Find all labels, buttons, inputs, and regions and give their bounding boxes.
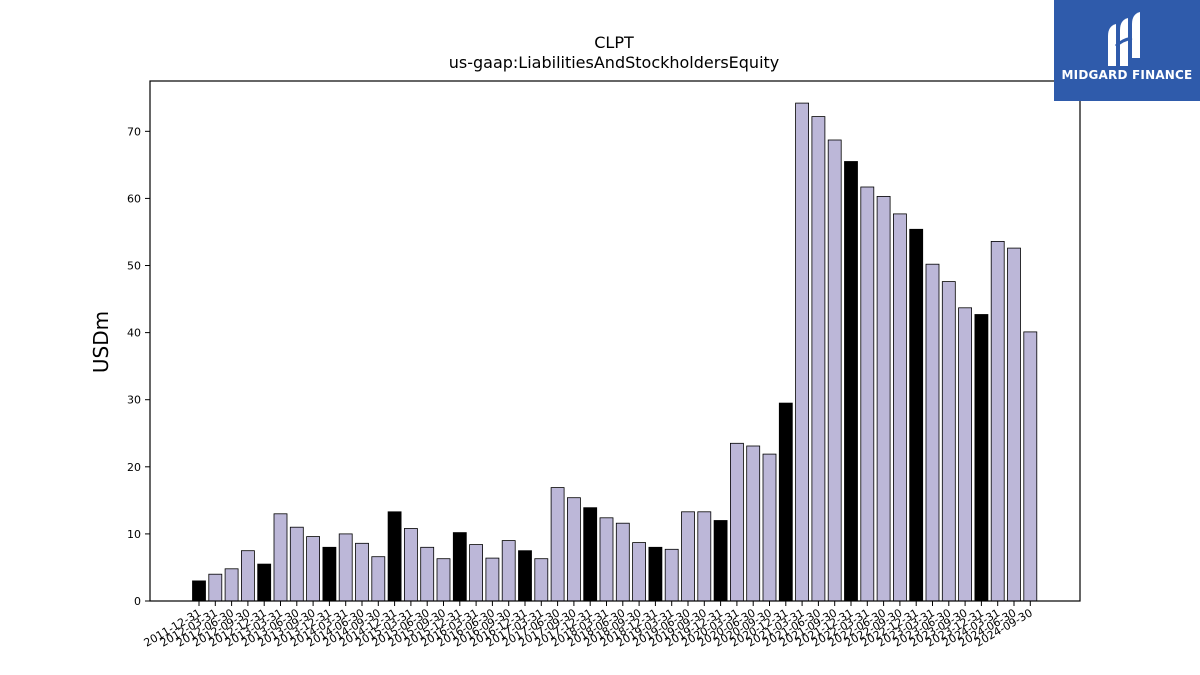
bar-2019-09-30: [697, 511, 712, 602]
bar-2024-06-30: [1007, 247, 1021, 602]
bar-2014-12-31: [387, 511, 402, 602]
bar-2022-06-30: [876, 195, 891, 602]
bar-2024-09-30: [1023, 331, 1038, 602]
bar-2012-09-30: [240, 550, 255, 602]
bar-2023-06-30: [941, 281, 956, 602]
bar-2013-12-31: [322, 546, 337, 602]
bar-2018-03-31: [599, 517, 614, 602]
bar-2020-09-30: [762, 453, 777, 602]
bar-2015-09-30: [436, 558, 451, 602]
bar-2019-12-31: [713, 520, 728, 602]
bar-2012-03-31: [208, 573, 223, 602]
bar-2018-09-30: [632, 542, 646, 602]
y-tick-label: 30: [127, 394, 141, 407]
bar-2022-09-30: [893, 213, 907, 602]
bar-2014-09-30: [371, 556, 386, 602]
bar-2013-03-31: [273, 513, 288, 602]
y-tick-label: 20: [127, 461, 141, 474]
bar-2015-06-30: [420, 546, 435, 602]
bar-2019-03-31: [664, 548, 679, 602]
bar-2016-12-31: [518, 550, 532, 602]
bar-2021-03-31: [795, 102, 809, 602]
bar-2018-06-30: [615, 522, 630, 602]
bar-2017-03-31: [534, 558, 549, 602]
bar-2022-03-31: [860, 186, 875, 602]
y-tick-label: 70: [127, 125, 141, 138]
bar-2012-06-30: [224, 568, 239, 602]
bar-2019-06-30: [681, 511, 695, 602]
bar-2021-12-31: [844, 161, 858, 602]
bar-2023-09-30: [958, 307, 972, 602]
logo-mark-icon: [1108, 12, 1140, 66]
bar-2011-12-31: [192, 580, 206, 602]
bar-2012-12-31: [257, 563, 272, 602]
bars-group: [192, 102, 1038, 602]
bar-2021-06-30: [811, 116, 826, 602]
plot-frame: [149, 80, 1081, 602]
bar-2021-09-30: [827, 139, 842, 602]
bar-2013-09-30: [306, 536, 321, 602]
bar-2017-12-31: [583, 507, 598, 602]
brand-logo: MIDGARD FINANCE: [1054, 0, 1200, 101]
chart-title: CLPT: [594, 33, 634, 52]
bar-2020-03-31: [730, 442, 744, 602]
logo-text: MIDGARD FINANCE: [1061, 68, 1193, 82]
bar-2014-06-30: [355, 542, 369, 602]
y-tick-label: 40: [127, 327, 141, 340]
bar-2020-12-31: [778, 402, 793, 602]
y-tick-label: 10: [127, 528, 141, 541]
bar-2013-06-30: [289, 526, 304, 602]
bar-2024-03-31: [990, 240, 1005, 602]
y-tick-label: 50: [127, 260, 141, 273]
x-axis-ticks: 2011-12-312012-03-312012-06-302012-09-30…: [142, 601, 1035, 650]
bar-2020-06-30: [746, 445, 761, 602]
bar-2015-03-31: [403, 528, 418, 602]
bar-2018-12-31: [648, 546, 663, 602]
bar-2023-12-31: [974, 314, 989, 602]
bar-2015-12-31: [452, 532, 467, 602]
bar-2017-06-30: [550, 487, 565, 602]
bar-2017-09-30: [567, 497, 581, 602]
y-axis-ticks: 0 10 20 30 40 50 60 70: [127, 125, 150, 608]
chart-subtitle: us-gaap:LiabilitiesAndStockholdersEquity: [449, 53, 780, 72]
bar-2023-03-31: [925, 263, 940, 602]
y-axis-label: USDm: [89, 311, 113, 373]
bar-2016-06-30: [485, 557, 500, 602]
y-tick-label: 60: [127, 192, 141, 205]
bar-2016-09-30: [501, 540, 516, 602]
bar-2014-03-31: [338, 533, 353, 602]
bar-2016-03-31: [469, 544, 484, 602]
y-tick-label: 0: [134, 595, 141, 608]
bar-2022-12-31: [909, 228, 924, 602]
